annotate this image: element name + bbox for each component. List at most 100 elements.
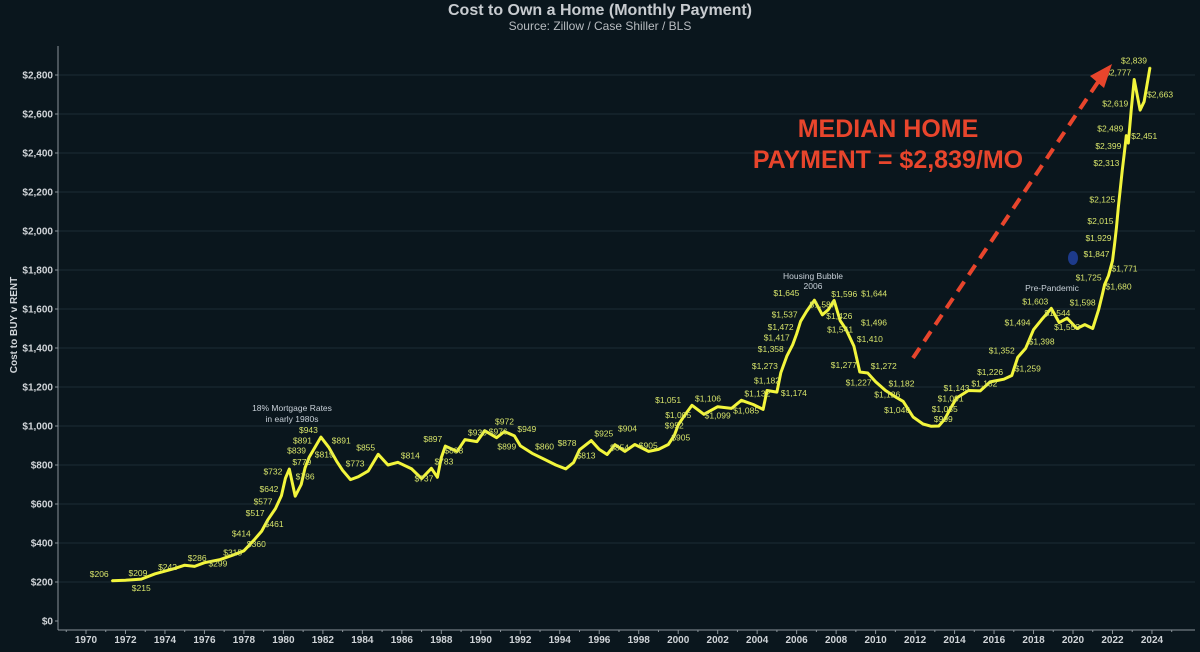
point-label: $737 — [414, 473, 433, 483]
y-tick-label: $2,800 — [22, 71, 53, 82]
point-label: $642 — [260, 484, 279, 494]
point-label: $1,182 — [754, 376, 780, 386]
data-point — [266, 519, 269, 521]
x-tick-label: 2008 — [825, 635, 848, 646]
data-point — [647, 450, 650, 453]
data-point — [274, 507, 277, 510]
point-label: $1,272 — [871, 361, 897, 371]
data-point — [827, 308, 830, 311]
point-label: $1,929 — [1085, 233, 1111, 243]
data-point — [776, 391, 778, 393]
headline-line-1: MEDIAN HOME — [798, 115, 979, 143]
blue-dot-marker — [1068, 251, 1078, 265]
point-label: $2,451 — [1131, 131, 1157, 141]
data-point — [1091, 327, 1094, 330]
data-point — [397, 461, 399, 464]
y-tick-label: $0 — [42, 617, 54, 628]
data-point — [1149, 66, 1151, 69]
data-point — [456, 450, 458, 453]
x-tick-label: 2004 — [746, 635, 769, 646]
point-label: $1,277 — [831, 360, 857, 370]
point-label: $1,051 — [655, 395, 681, 405]
point-label: $1,273 — [752, 361, 778, 371]
data-point — [633, 443, 636, 446]
point-label: $1,553 — [1054, 322, 1080, 332]
annotation-housing-bubble-2: 2006 — [804, 281, 823, 291]
point-label: $976 — [489, 427, 508, 437]
point-label: $1,847 — [1083, 249, 1109, 259]
x-tick-label: 1978 — [233, 635, 256, 646]
point-labels: $206 $209 $215 $242 $286$299$315 $360$414 $461… — [90, 55, 1174, 593]
point-label: $1,143 — [944, 383, 970, 393]
point-label: $1,544 — [1044, 308, 1070, 318]
point-label: $1,106 — [695, 393, 721, 403]
data-point — [799, 320, 802, 323]
data-point — [377, 453, 379, 456]
trend-arrow-shaft — [911, 80, 1100, 360]
x-tick-label: 2018 — [1022, 635, 1045, 646]
x-tick-label: 1972 — [114, 635, 137, 646]
point-label: $860 — [535, 441, 554, 451]
data-point — [193, 565, 196, 568]
x-tick-label: 2016 — [983, 635, 1006, 646]
point-label: $1,398 — [1029, 336, 1055, 346]
data-point — [785, 355, 788, 357]
point-label: $1,352 — [989, 345, 1015, 355]
point-label: $1,259 — [1015, 363, 1041, 373]
point-label: $2,839 — [1121, 55, 1147, 65]
data-point — [912, 416, 914, 418]
x-tick-label: 1970 — [75, 635, 98, 646]
data-point — [1115, 227, 1118, 229]
data-point — [677, 424, 679, 426]
point-label: $972 — [495, 416, 514, 426]
point-label: $813 — [577, 450, 596, 460]
x-tick-label: 1976 — [193, 635, 216, 646]
point-label: $2,399 — [1095, 141, 1121, 151]
point-label: $2,015 — [1087, 216, 1113, 226]
point-label: $1,596 — [831, 289, 857, 299]
data-point — [444, 445, 447, 447]
data-point — [614, 443, 616, 446]
data-point — [1101, 292, 1104, 295]
data-point — [410, 468, 413, 470]
point-label: $242 — [158, 562, 177, 572]
data-point — [1024, 347, 1027, 350]
point-label: $1,771 — [1112, 264, 1138, 274]
x-tick-label: 2002 — [707, 635, 730, 646]
point-label: $905 — [639, 441, 658, 451]
data-point — [243, 550, 245, 552]
point-label: $1,496 — [861, 317, 887, 327]
point-label: $1,174 — [781, 388, 807, 398]
data-point — [483, 429, 486, 432]
point-label: $2,663 — [1147, 90, 1173, 100]
data-point — [943, 418, 946, 420]
data-point — [1123, 152, 1126, 154]
point-label: $414 — [232, 528, 251, 538]
point-label: $1,587 — [810, 300, 836, 310]
point-label: $786 — [296, 472, 315, 482]
data-point — [716, 405, 719, 408]
data-point — [874, 380, 877, 383]
data-point — [667, 443, 670, 446]
data-point — [341, 469, 344, 472]
x-tick-label: 2020 — [1062, 635, 1085, 646]
point-label: $1,085 — [733, 405, 759, 415]
point-label: $891 — [293, 435, 312, 445]
point-label: $1,426 — [826, 311, 852, 321]
data-point — [233, 553, 235, 556]
data-point — [949, 407, 952, 410]
data-point — [1125, 134, 1128, 137]
x-tick-label: 1988 — [430, 635, 453, 646]
point-label: $783 — [434, 456, 453, 466]
data-point — [691, 404, 693, 407]
data-point — [503, 430, 506, 433]
x-tick-label: 1994 — [549, 635, 572, 646]
point-label: $1,417 — [764, 333, 790, 343]
point-label: $1,182 — [971, 379, 997, 389]
data-point — [1117, 205, 1120, 208]
data-point — [280, 495, 283, 497]
point-label: $1,182 — [888, 379, 914, 389]
x-tick-label: 2012 — [904, 635, 927, 646]
point-label: $2,777 — [1105, 67, 1131, 77]
